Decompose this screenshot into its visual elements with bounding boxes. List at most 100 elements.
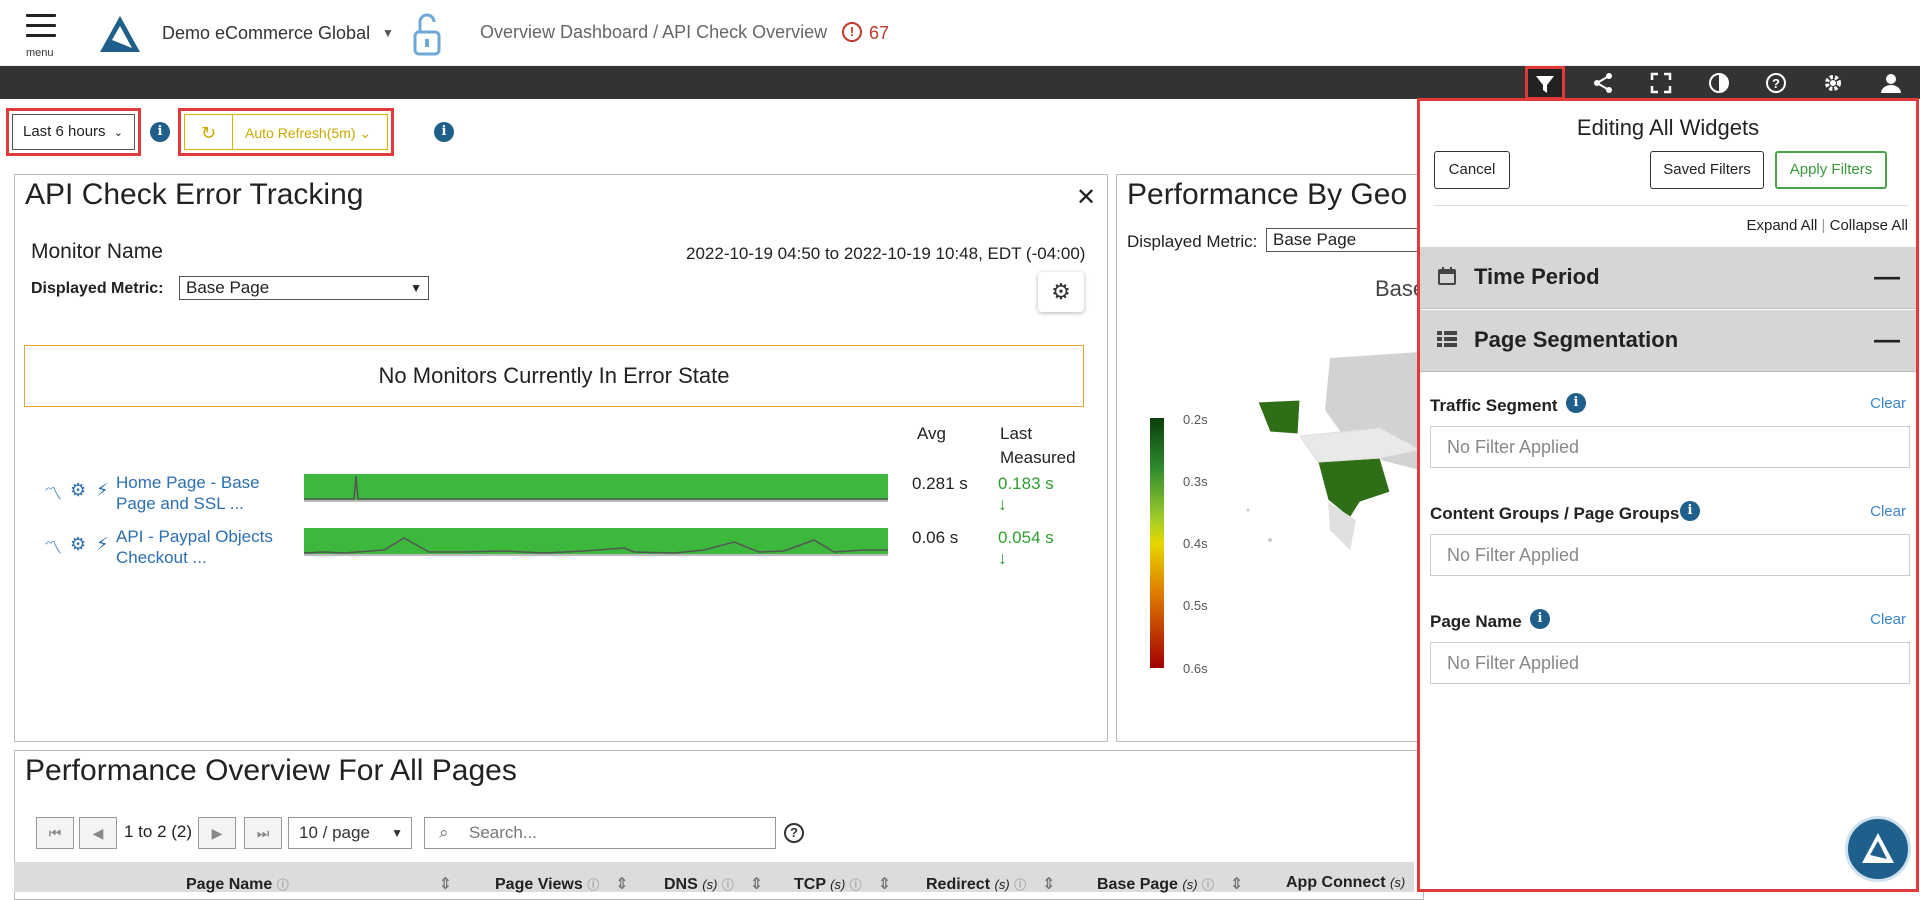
saved-filters-button[interactable]: Saved Filters — [1650, 151, 1764, 189]
user-icon[interactable] — [1876, 69, 1906, 97]
bolt-icon[interactable]: ⚡ — [96, 534, 109, 554]
legend-label: 0.6s — [1183, 661, 1208, 676]
info-icon[interactable]: i — [150, 122, 170, 142]
account-dropdown-icon[interactable]: ▼ — [382, 26, 394, 40]
panel-title: API Check Error Tracking — [25, 178, 364, 211]
collapse-all-link[interactable]: Collapse All — [1829, 217, 1908, 234]
legend-label: 0.5s — [1183, 598, 1208, 613]
col-measured: Measured — [1000, 448, 1076, 467]
search-placeholder: Search... — [469, 823, 538, 842]
col-avg: Avg — [917, 424, 946, 443]
cancel-button[interactable]: Cancel — [1434, 151, 1510, 189]
alert-count[interactable]: 67 — [869, 23, 890, 43]
gear-icon: ⚙ — [1051, 279, 1071, 304]
field-label: Traffic Segment — [1430, 396, 1558, 415]
clear-link[interactable]: Clear — [1870, 611, 1906, 628]
assistant-button[interactable] — [1845, 816, 1911, 882]
info-icon[interactable]: i — [1566, 393, 1586, 413]
time-range-select[interactable]: Last 6 hours ⌄ — [6, 108, 141, 156]
table-header: Page Name ⓘ ⇕ Page Views ⓘ ⇕ DNS (s) ⓘ ⇕ TC… — [14, 862, 1414, 893]
color-scale — [1150, 418, 1164, 668]
world-map[interactable] — [1230, 350, 1420, 590]
metric-select[interactable]: Base Page ▼ — [179, 276, 429, 300]
info-icon[interactable]: i — [1530, 609, 1550, 629]
unlock-icon[interactable] — [412, 12, 442, 56]
column-header[interactable]: Page Name ⓘ ⇕ — [186, 876, 453, 893]
monitor-link[interactable]: API - Paypal Objects Checkout ... — [116, 527, 273, 567]
clear-link[interactable]: Clear — [1870, 395, 1906, 412]
widget-settings-button[interactable]: ⚙ — [1038, 272, 1084, 312]
settings-icon[interactable] — [1818, 69, 1848, 97]
panel-title: Performance Overview For All Pages — [25, 754, 517, 787]
close-icon[interactable]: ✕ — [1076, 184, 1097, 211]
column-header[interactable]: Redirect (s) ⓘ ⇕ — [926, 876, 1056, 893]
last-page-button[interactable]: ⏭ — [244, 817, 282, 849]
clear-link[interactable]: Clear — [1870, 503, 1906, 520]
bolt-icon[interactable]: ⚡ — [96, 480, 109, 500]
metric-select[interactable]: Base Page — [1266, 228, 1436, 252]
content-groups-field[interactable]: No Filter Applied — [1430, 534, 1910, 576]
column-header[interactable]: App Connect (s) — [1286, 874, 1406, 891]
section-time-period[interactable]: Time Period — — [1420, 247, 1916, 309]
brand-logo-icon — [1862, 833, 1894, 863]
account-name[interactable]: Demo eCommerce Global — [162, 23, 371, 43]
avg-value: 0.06 s — [912, 528, 959, 547]
sparkline — [304, 474, 888, 502]
menu-label[interactable]: menu — [26, 47, 54, 59]
fullscreen-icon[interactable] — [1646, 69, 1676, 97]
auto-refresh-control[interactable]: ↻ Auto Refresh(5m) ⌄ — [178, 108, 394, 156]
chart-icon[interactable]: 〽 — [44, 484, 62, 504]
apply-filters-button[interactable]: Apply Filters — [1775, 151, 1887, 189]
svg-text:?: ? — [1772, 76, 1780, 91]
share-icon[interactable] — [1588, 69, 1618, 97]
traffic-segment-field[interactable]: No Filter Applied — [1430, 426, 1910, 468]
refresh-icon[interactable]: ↻ — [185, 115, 233, 149]
collapse-icon[interactable]: — — [1874, 324, 1900, 354]
next-page-button[interactable]: ▶ — [198, 817, 236, 849]
section-page-segmentation[interactable]: Page Segmentation — — [1420, 310, 1916, 372]
gear-icon[interactable]: ⚙ — [70, 534, 87, 554]
list-icon — [1436, 328, 1458, 356]
section-title: Time Period — [1474, 264, 1600, 289]
calendar-icon — [1436, 265, 1458, 293]
divider — [1434, 205, 1908, 206]
chart-icon[interactable]: 〽 — [44, 538, 62, 558]
monitor-row: 〽 ⚙ ⚡ Home Page - Base Page and SSL ... 0… — [40, 472, 1090, 522]
contrast-icon[interactable] — [1704, 69, 1734, 97]
field-label: Page Name — [1430, 612, 1522, 631]
prev-page-button[interactable]: ◀ — [79, 817, 117, 849]
hamburger-menu-icon[interactable] — [26, 14, 56, 44]
first-page-button[interactable]: ⏮ — [36, 817, 74, 849]
collapse-icon[interactable]: — — [1874, 261, 1900, 291]
filter-icon[interactable] — [1525, 66, 1565, 100]
column-header[interactable]: DNS (s) ⓘ ⇕ — [664, 876, 764, 893]
alert-icon[interactable]: ! — [842, 22, 862, 42]
last-value: 0.054 s — [998, 528, 1054, 547]
filter-panel-title: Editing All Widgets — [1576, 115, 1760, 140]
help-icon[interactable]: ? — [1761, 69, 1791, 97]
column-header[interactable]: Base Page (s) ⓘ ⇕ — [1097, 876, 1244, 893]
date-range: 2022-10-19 04:50 to 2022-10-19 10:48, ED… — [686, 244, 1086, 263]
filter-panel: Editing All Widgets Cancel Saved Filters… — [1417, 98, 1919, 892]
info-icon[interactable]: i — [434, 122, 454, 142]
chevron-down-icon: ⌄ — [113, 127, 123, 139]
map-title: Base — [1375, 276, 1426, 301]
help-icon[interactable]: ? — [784, 823, 804, 843]
page-name-field[interactable]: No Filter Applied — [1430, 642, 1910, 684]
breadcrumb[interactable]: Overview Dashboard / API Check Overview — [480, 22, 828, 42]
gear-icon[interactable]: ⚙ — [70, 480, 87, 500]
per-page-select[interactable]: 10 / page ▼ — [288, 817, 412, 849]
column-header[interactable]: Page Views ⓘ ⇕ — [495, 876, 629, 893]
info-icon[interactable]: i — [1680, 501, 1700, 521]
chevron-down-icon: ⌄ — [359, 125, 372, 141]
chevron-down-icon: ▼ — [391, 826, 403, 840]
arrow-down-icon: ↓ — [998, 548, 1007, 568]
chevron-down-icon: ▼ — [410, 281, 422, 295]
column-header[interactable]: TCP (s) ⓘ ⇕ — [794, 876, 892, 893]
expand-all-link[interactable]: Expand All — [1746, 217, 1818, 234]
monitor-link[interactable]: Home Page - Base Page and SSL ... — [116, 473, 260, 513]
metric-select-value: Base Page — [186, 278, 270, 297]
pager-info: 1 to 2 (2) — [124, 822, 193, 841]
section-title: Page Segmentation — [1474, 327, 1679, 352]
search-input[interactable]: ⌕ Search... — [424, 817, 776, 849]
